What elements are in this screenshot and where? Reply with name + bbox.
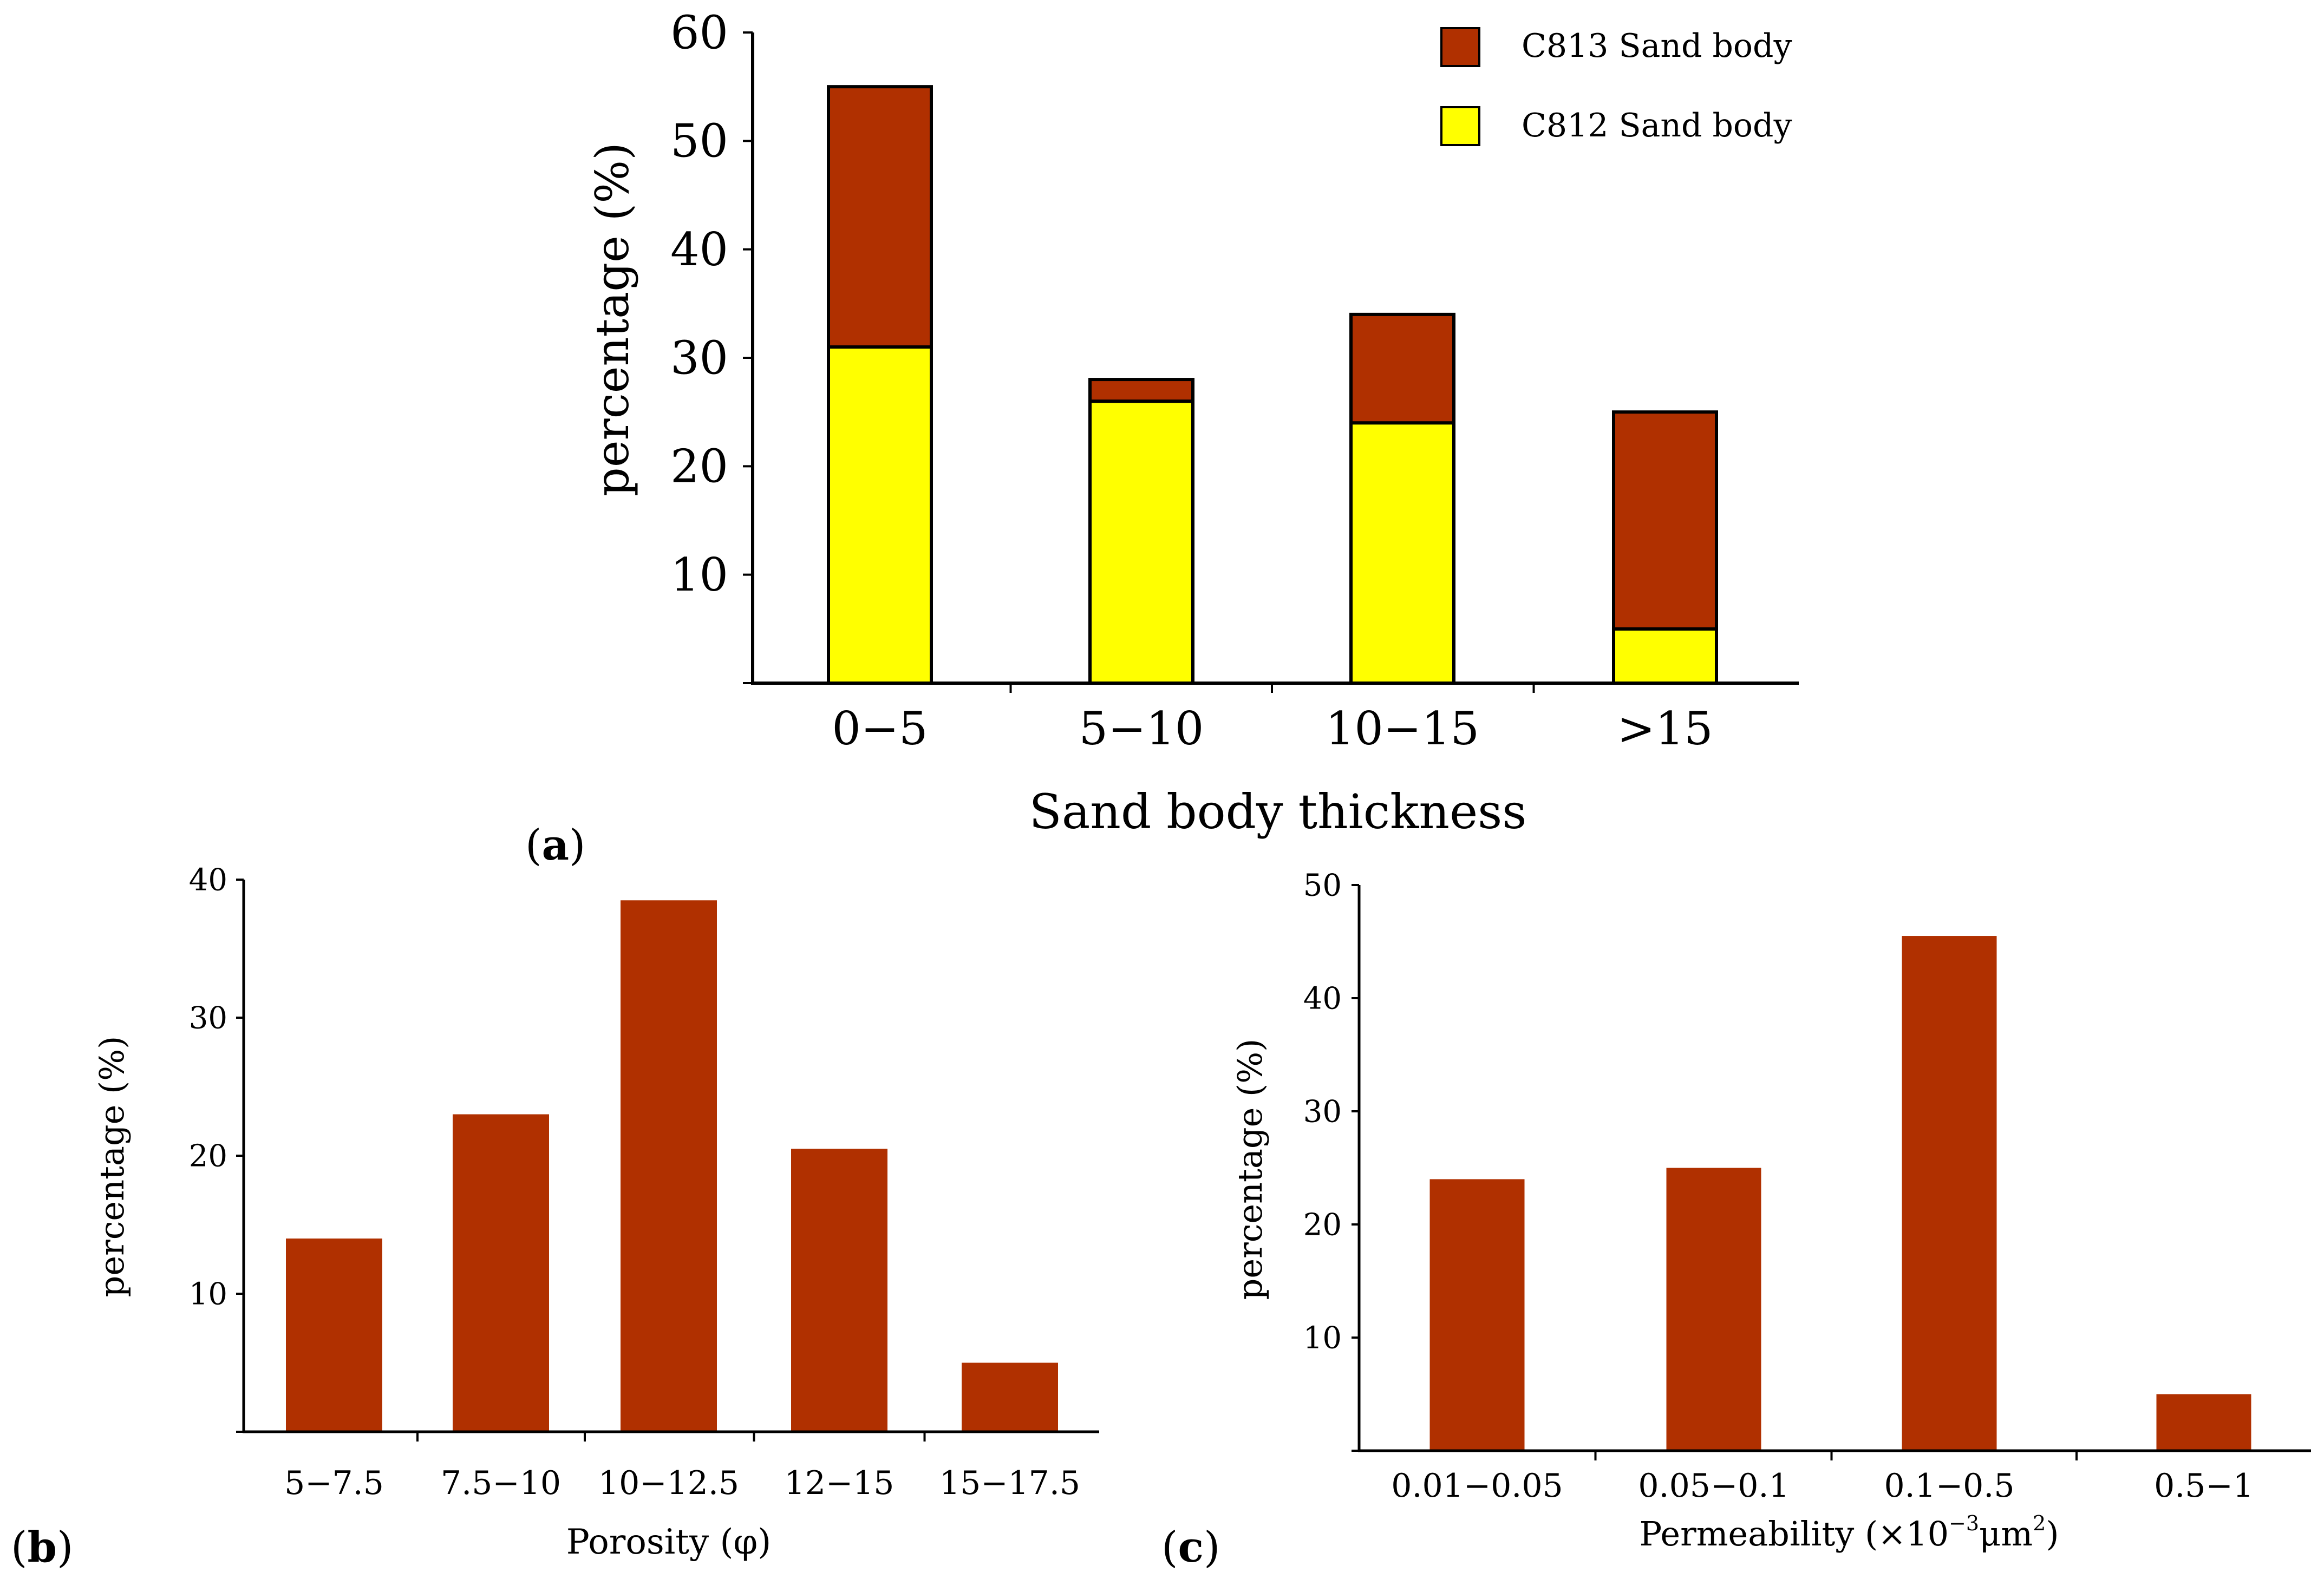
c-y-ticks: 10 20 30 40 50	[1303, 868, 1359, 1452]
b-y-ticks: 10 20 30 40	[189, 863, 244, 1433]
c-x-tick-label: 0.1−0.5	[1884, 1467, 2014, 1505]
a-bar-c812	[1612, 627, 1718, 685]
a-y-tick-label: 10	[670, 548, 728, 601]
a-legend-label-c812: C812 Sand body	[1522, 107, 1792, 145]
c-x-ticks: 0.01−0.05 0.05−0.1 0.1−0.5 0.5−1	[1391, 1451, 2254, 1505]
c-bar	[1902, 936, 1997, 1451]
panel-a-stacked-bar-chart: 10 20 30 40 50 60 0−5 5−10 10−15 >15 percentage …	[525, 6, 1799, 870]
c-bar	[2156, 1394, 2251, 1451]
a-bars	[827, 85, 1718, 685]
b-bar	[453, 1114, 549, 1432]
a-y-ticks: 10 20 30 40 50 60	[670, 6, 753, 684]
a-x-tick-label: >15	[1617, 702, 1713, 755]
c-y-tick-label: 30	[1303, 1095, 1342, 1130]
c-x-tick-label: 0.5−1	[2154, 1467, 2254, 1505]
a-y-tick-label: 30	[670, 331, 728, 384]
c-x-tick-label: 0.01−0.05	[1391, 1467, 1563, 1505]
b-bar	[962, 1362, 1058, 1432]
b-x-tick-label: 10−12.5	[598, 1464, 739, 1502]
b-x-tick-label: 15−17.5	[939, 1464, 1080, 1502]
b-y-tick-label: 20	[189, 1139, 227, 1174]
a-y-tick-label: 60	[670, 6, 728, 59]
a-bar-c813	[827, 85, 933, 349]
a-bar-c812	[827, 345, 933, 685]
b-x-ticks: 5−7.5 7.5−10 10−12.5 12−15 15−17.5	[284, 1432, 1080, 1502]
a-bar-c813	[1088, 378, 1194, 403]
c-axes	[1357, 885, 2311, 1452]
b-bars	[286, 900, 1058, 1432]
b-x-tick-label: 5−7.5	[284, 1464, 384, 1502]
b-x-tick-label: 7.5−10	[441, 1464, 561, 1502]
c-y-axis-title: percentage (%)	[1230, 1039, 1270, 1300]
c-y-tick-label: 50	[1303, 868, 1342, 903]
b-y-tick-label: 10	[189, 1277, 227, 1312]
a-bar-c813	[1612, 410, 1718, 631]
panel-c-bar-chart: 10 20 30 40 50 0.01−0.05 0.05−0.1 0.1−0.5 0.5−1…	[1161, 868, 2311, 1572]
a-x-ticks: 0−5 5−10 10−15 >15	[832, 683, 1713, 755]
b-bar	[621, 900, 717, 1432]
a-y-axis-title: percentage (%)	[586, 142, 639, 496]
a-x-tick-label: 10−15	[1326, 702, 1479, 755]
b-bar	[791, 1149, 887, 1432]
c-bar	[1429, 1179, 1525, 1451]
c-x-axis-title: Permeability (×10−3μm2)	[1639, 1511, 2059, 1554]
b-y-tick-label: 40	[189, 863, 227, 898]
c-y-tick-label: 10	[1303, 1321, 1342, 1356]
a-legend-label-c813: C813 Sand body	[1522, 27, 1792, 65]
a-x-axis-title: Sand body thickness	[1029, 784, 1527, 840]
a-y-tick-label: 20	[670, 440, 728, 493]
a-y-tick-label: 50	[670, 115, 728, 168]
panel-label-a: (a)	[525, 821, 585, 870]
a-bar-c813	[1349, 312, 1455, 425]
b-x-axis-title: Porosity (φ)	[566, 1522, 771, 1562]
a-bar-c812	[1088, 399, 1194, 685]
b-bar	[286, 1239, 382, 1432]
panel-label-c: (c)	[1161, 1523, 1220, 1572]
a-x-tick-label: 0−5	[832, 702, 928, 755]
a-legend-swatch-c813	[1440, 27, 1480, 67]
c-bars	[1429, 936, 2251, 1451]
b-x-tick-label: 12−15	[785, 1464, 895, 1502]
b-y-axis-title: percentage (%)	[92, 1036, 132, 1298]
a-legend-swatch-c812	[1440, 106, 1480, 146]
c-y-tick-label: 20	[1303, 1208, 1342, 1243]
a-bar-c812	[1349, 421, 1455, 685]
c-x-tick-label: 0.05−0.1	[1638, 1467, 1789, 1505]
a-legend: C813 Sand body C812 Sand body	[1440, 27, 1792, 146]
a-x-tick-label: 5−10	[1079, 702, 1204, 755]
c-y-tick-label: 40	[1303, 981, 1342, 1017]
panel-label-b: (b)	[11, 1523, 73, 1572]
c-bar	[1666, 1168, 1761, 1451]
a-y-tick-label: 40	[670, 223, 728, 276]
b-y-tick-label: 30	[189, 1001, 227, 1036]
